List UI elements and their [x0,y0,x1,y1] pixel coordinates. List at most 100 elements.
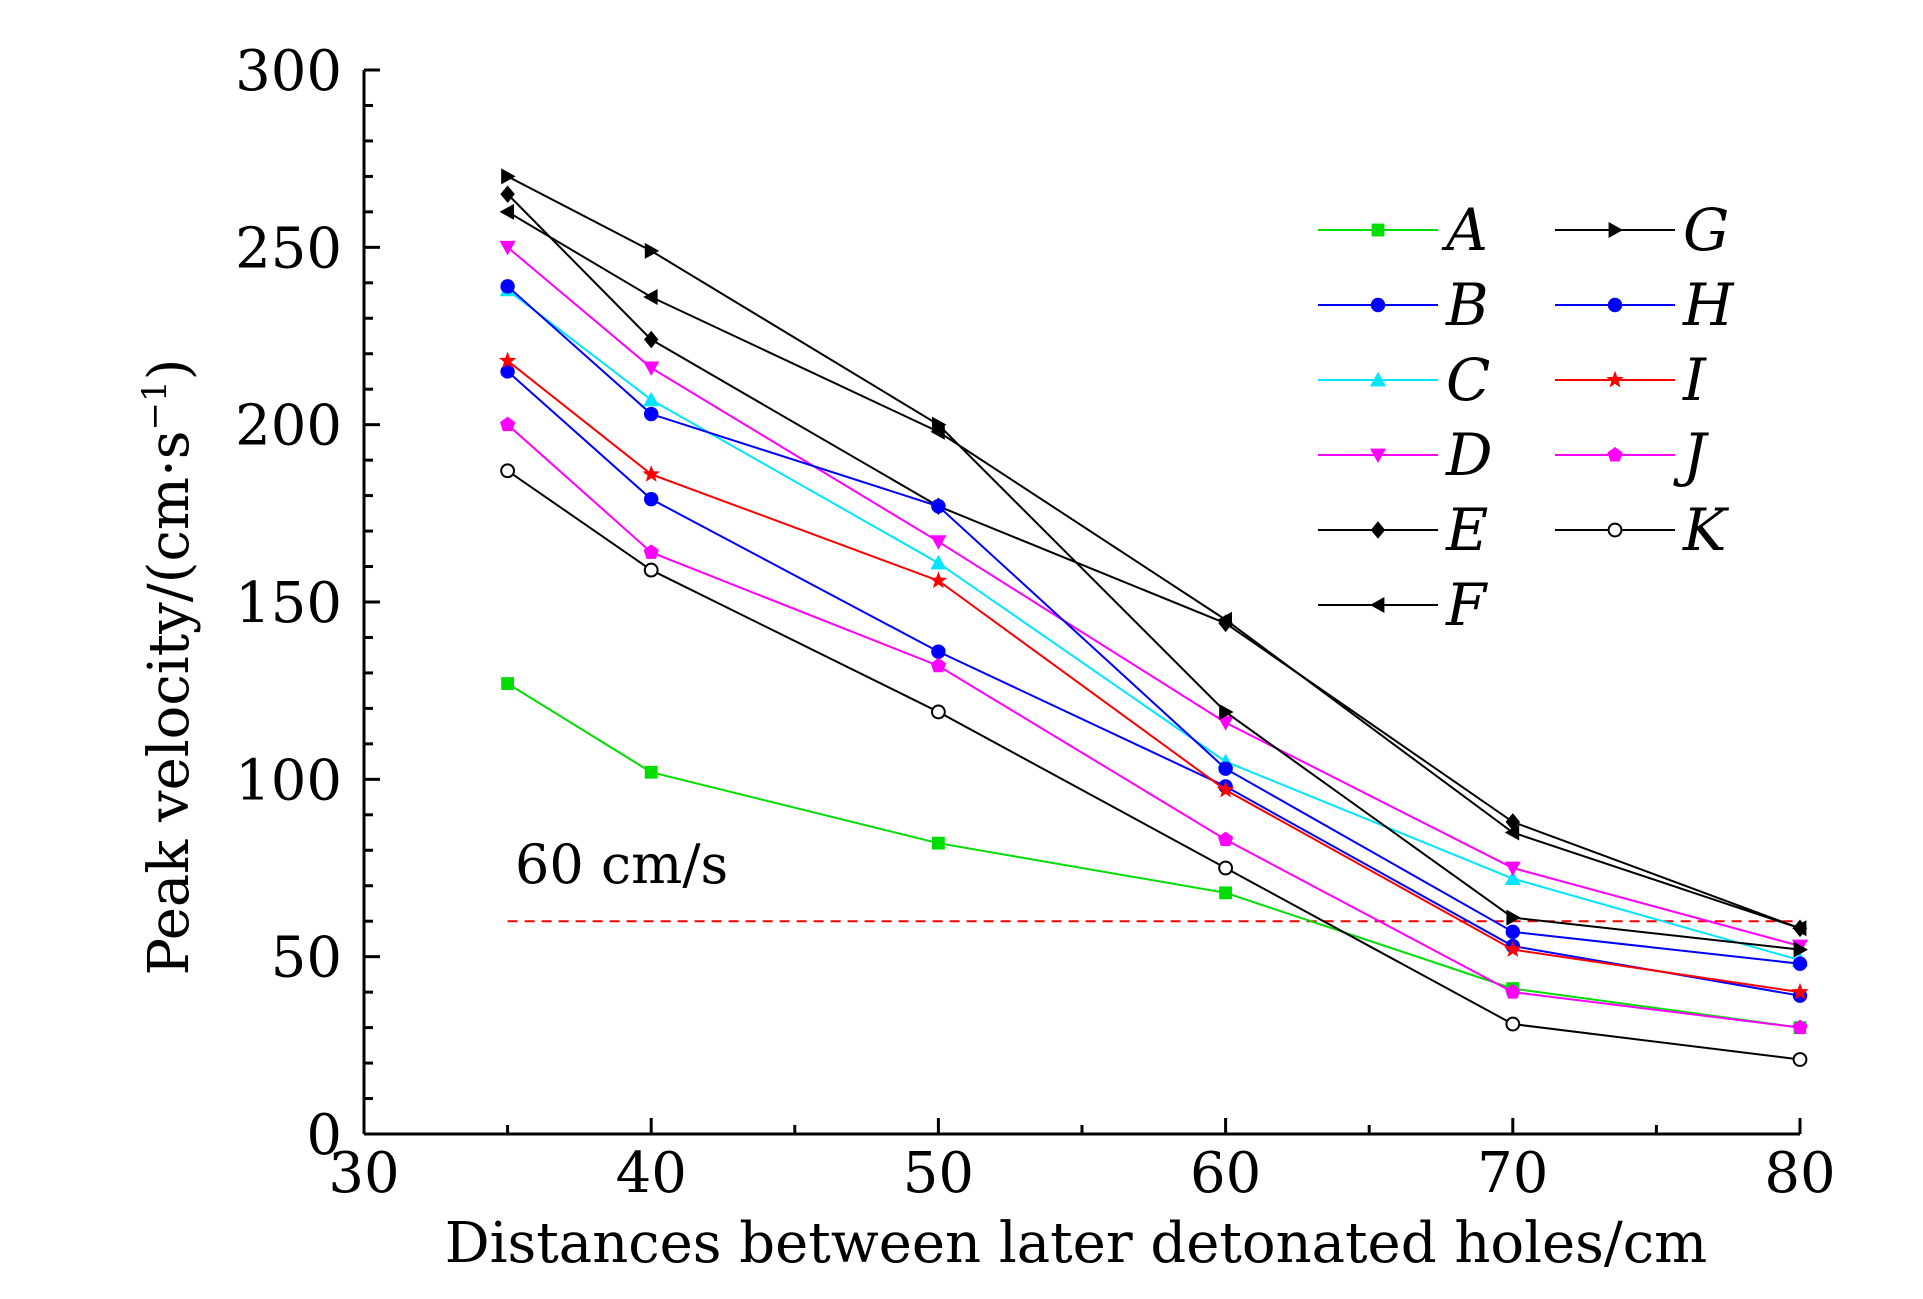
series-b-line [506,370,1801,997]
y-tick-label: 300 [235,39,342,104]
series-d-point [643,361,660,376]
reference-line-label: 60 cm/s [515,833,728,896]
legend-swatch-marker [1371,223,1385,237]
legend-label: C [1446,346,1490,414]
y-axis-label-superscript: −1 [135,380,175,430]
legend-item-b: B [1318,271,1489,339]
series-d-point [499,240,516,256]
series-j-point [643,544,659,559]
legend-item-k: K [1555,496,1730,564]
series-h-point [1218,761,1233,776]
series-b-point [931,644,946,659]
series-i-point [1504,940,1522,958]
series-f-point [499,203,514,220]
series-g-line [507,175,1801,951]
legend-item-j: J [1555,421,1709,489]
legend-label: A [1441,196,1488,264]
reference-line-group: 60 cm/s [507,833,1800,923]
legend-item-i: I [1555,346,1707,414]
series-f-point [643,288,658,305]
legend-item-h: H [1555,271,1735,339]
series-a-point [644,765,658,779]
series-k-point [1792,1052,1808,1067]
series-a-point [932,836,945,850]
series-i-point [1216,780,1235,798]
y-tick-label: 0 [306,1103,342,1168]
series-k-point [643,562,659,578]
legend-item-a: A [1318,196,1488,264]
series-i-point [929,571,948,589]
legend-item-f: F [1318,571,1488,639]
series-a-point [501,677,514,690]
series-e [500,185,1808,938]
legend-label: E [1445,496,1488,564]
series-j [499,416,1808,1035]
legend-swatch-marker [1606,370,1624,388]
x-tick-label: 60 [1190,1141,1261,1206]
series-e-line [506,193,1801,930]
series-g-point [1219,703,1234,720]
series-j-point [1217,831,1234,847]
series-h-point [500,279,515,294]
series-j-point [1505,984,1521,999]
series-d-point [1504,861,1521,876]
series-g [501,168,1808,958]
series-k-point [1218,860,1233,876]
series-f-point [1217,611,1232,628]
x-axis-label: Distances between later detonated holes/… [445,1211,1708,1276]
series-k-point [931,704,946,720]
series-j-point [499,416,516,432]
series-k [500,463,1808,1067]
legend-swatch-marker [1607,522,1623,538]
series-k-point [1505,1016,1521,1032]
legend-item-d: D [1318,421,1493,489]
series-k-point [500,463,516,479]
legend-swatch-marker [1608,222,1623,238]
series-f-point [1792,920,1807,937]
legend-item-g: G [1555,196,1729,264]
series-h-line [506,285,1801,965]
y-axis-label-main: Peak velocity/(cm·s [137,431,202,976]
series-h-point [1792,956,1808,971]
series-h-point [644,406,659,422]
legend-label: G [1683,196,1729,264]
x-tick-label: 40 [616,1141,687,1206]
series-d-line [506,246,1801,947]
series-i-point [642,465,660,482]
legend-swatch-marker [1370,597,1385,613]
axes: 30 40 50 60 70 80 0 50 100 150 200 250 300 [235,39,1836,1206]
series-g-point [501,168,516,185]
series-g-point [932,416,947,433]
series-f-line [507,211,1801,930]
legend-swatch-marker [1370,297,1386,313]
legend-swatch-marker [1607,297,1623,313]
series-e-point [644,330,659,349]
series-group [498,168,1809,1067]
legend-label: I [1682,346,1707,414]
series-k-line [507,469,1801,1061]
y-tick-label: 100 [235,748,342,813]
x-tick-label: 30 [328,1141,399,1206]
legend-swatch-marker [1607,447,1623,462]
y-tick-label: 150 [235,571,342,636]
series-c-line [506,289,1801,962]
y-tick-label: 250 [235,216,342,281]
legend-label: B [1445,271,1489,339]
series-i-point [498,351,517,369]
series-d-point [930,535,947,550]
series-j-line [506,423,1801,1029]
legend-label: H [1682,271,1735,339]
x-tick-label: 50 [903,1141,974,1206]
legend-swatch-marker [1370,521,1386,539]
series-c-point [643,391,660,407]
series-j-point [1792,1019,1808,1035]
series-i-point [1791,982,1809,1000]
legend-label: J [1673,421,1709,489]
series-g-point [1793,941,1808,958]
series-h-point [1505,924,1521,940]
y-tick-label: 50 [271,926,342,991]
series-i-line [506,360,1801,994]
series-e-point [500,185,515,203]
